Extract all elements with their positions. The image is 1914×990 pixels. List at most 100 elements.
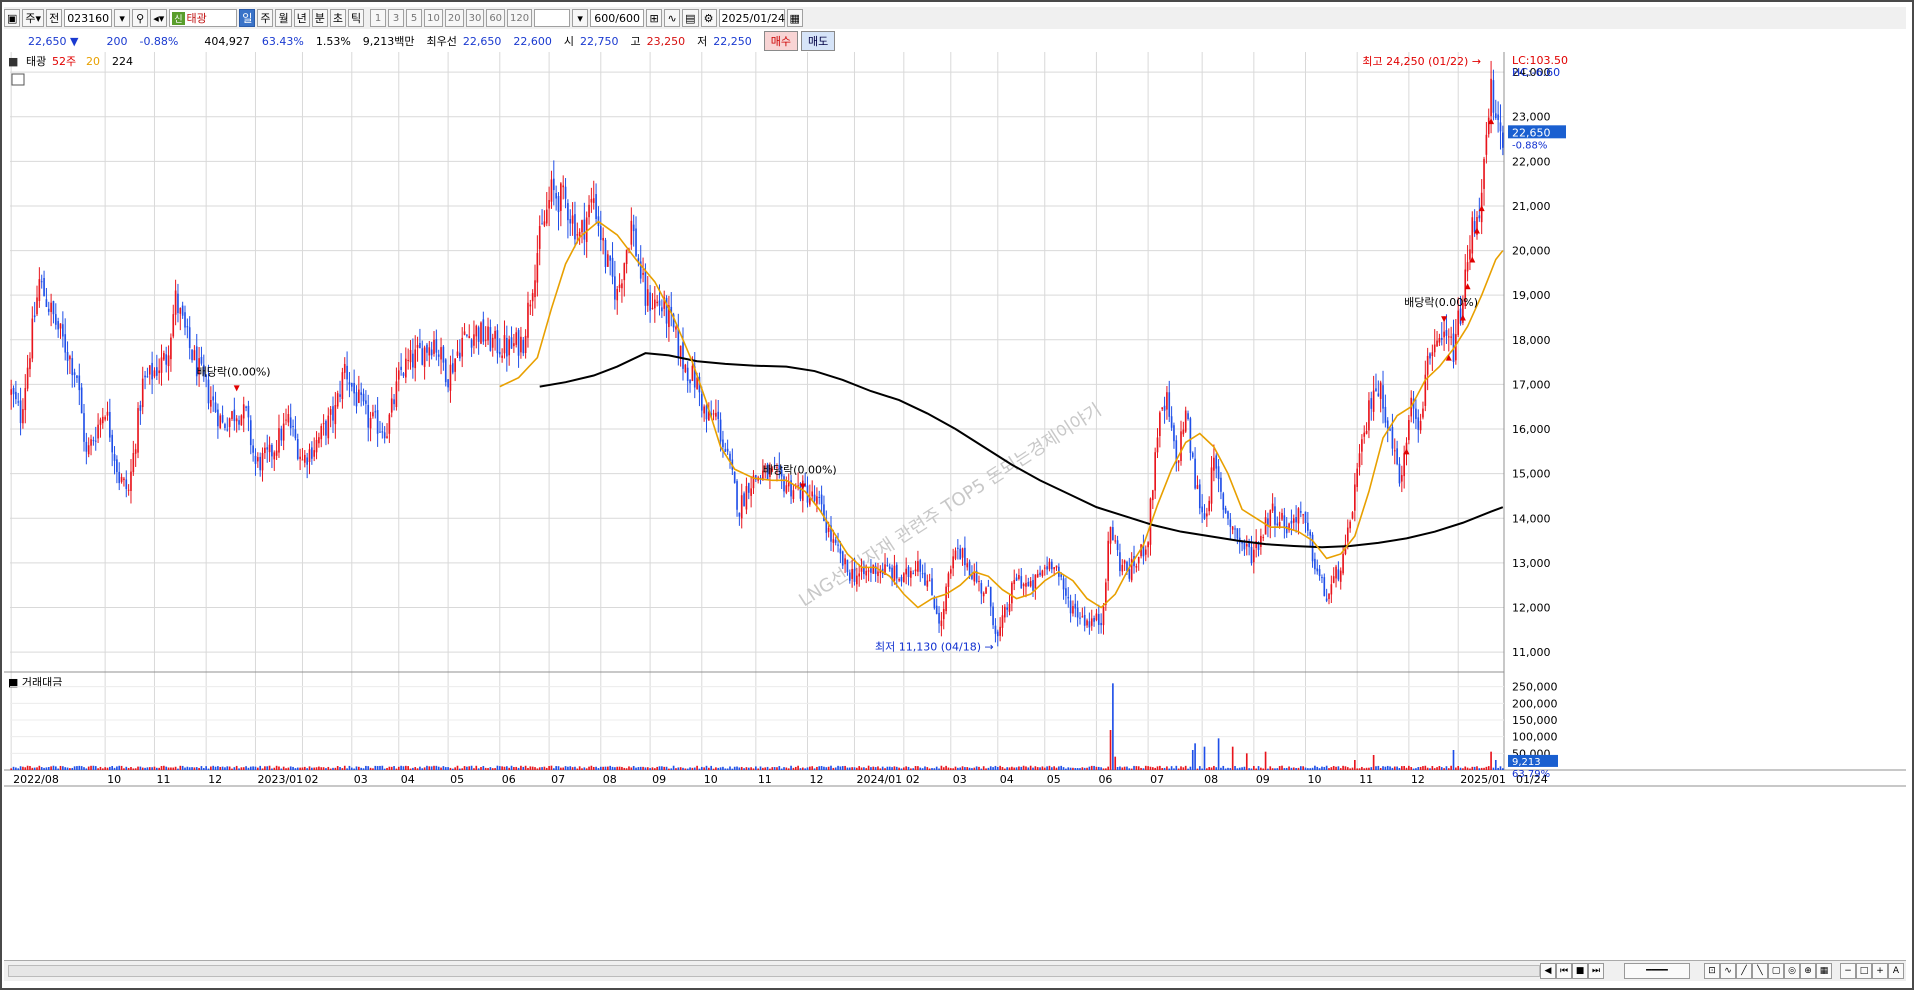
save-icon[interactable]: ▤ (682, 9, 699, 27)
tool-h-icon[interactable]: ▦ (1816, 963, 1832, 979)
candle-body (968, 561, 971, 577)
buy-button[interactable]: 매수 (763, 31, 799, 51)
candle-body (1060, 574, 1063, 577)
candle-body (496, 330, 499, 354)
stock-code-input[interactable]: 023160 (64, 9, 113, 27)
candle-body (494, 330, 496, 339)
candle-body (1081, 616, 1084, 618)
volume-bar (623, 767, 626, 770)
tool-f-icon[interactable]: ◎ (1784, 963, 1800, 979)
zoom-in-icon[interactable]: + (1872, 963, 1888, 979)
stock-chart[interactable]: 11,000 12,000 13,000 14,000 15,000 16,000 17,0… (4, 52, 1906, 958)
date-input[interactable]: 2025/01/24 (718, 9, 785, 27)
prev-button[interactable]: 전 (46, 9, 63, 27)
market-select[interactable]: 주 ▾ (22, 9, 45, 27)
interval-dropdown-icon[interactable]: ▾ (572, 9, 589, 27)
interval-button-20[interactable]: 20 (444, 9, 464, 27)
layout-icon[interactable]: ▣ (4, 9, 21, 27)
candle-body (1391, 426, 1394, 449)
period-tab-5[interactable]: 초 (329, 9, 346, 27)
interval-input[interactable] (534, 9, 571, 27)
zoom-out-icon[interactable]: − (1840, 963, 1856, 979)
scroll-start-icon[interactable]: ⏮ (1556, 963, 1572, 979)
volume-bar (1436, 767, 1438, 770)
candle-body (1478, 215, 1481, 219)
interval-button-30[interactable]: 30 (465, 9, 485, 27)
scroll-stop-icon[interactable]: ■ (1572, 963, 1588, 979)
tool-b-icon[interactable]: ∿ (1720, 963, 1736, 979)
candle-body (1015, 577, 1018, 581)
volume-bar (1499, 766, 1502, 770)
volume-bar (362, 768, 365, 770)
chart-tool-icon[interactable]: ⊞ (646, 9, 663, 27)
volume-bar (26, 765, 29, 770)
candle-body (127, 489, 130, 491)
interval-button-60[interactable]: 60 (486, 9, 506, 27)
candle-body (1297, 508, 1300, 524)
period-tab-2[interactable]: 월 (275, 9, 292, 27)
candle-body (804, 483, 806, 487)
candle-body (355, 392, 358, 407)
hc-label: HC:-6.60 (1512, 66, 1560, 79)
search-icon[interactable]: ⚲ (132, 9, 149, 27)
period-tab-6[interactable]: 틱 (347, 9, 365, 27)
zoom-slider[interactable]: ━━━━ (1624, 963, 1690, 979)
period-tab-4[interactable]: 분 (311, 9, 328, 27)
volume-bar (820, 766, 823, 770)
period-tab-0[interactable]: 일 (239, 9, 256, 27)
interval-button-120[interactable]: 120 (507, 9, 533, 27)
candle-body (1302, 514, 1304, 516)
volume-bar (823, 766, 825, 770)
candle-body (217, 409, 219, 427)
volume-bar (83, 767, 85, 770)
candle-body (1048, 561, 1051, 570)
candle-body (329, 409, 332, 415)
interval-button-3[interactable]: 3 (388, 9, 405, 27)
speaker-icon[interactable]: ◂▾ (150, 9, 168, 27)
tool-d-icon[interactable]: ╲ (1752, 963, 1768, 979)
sell-button[interactable]: 매도 (801, 31, 836, 51)
text-tool-icon[interactable]: A (1888, 963, 1904, 979)
candle-body (1292, 518, 1295, 523)
candle-body (902, 573, 905, 583)
compare-icon[interactable]: ∿ (664, 9, 681, 27)
interval-button-1[interactable]: 1 (370, 9, 387, 27)
volume-bar (1455, 767, 1457, 770)
y-tick-label: 12,000 (1512, 602, 1551, 615)
best-label: 최우선 (426, 35, 457, 48)
volume-bar (1097, 766, 1100, 770)
stock-name-field[interactable]: 신 태광 (169, 9, 238, 27)
period-tab-3[interactable]: 년 (293, 9, 310, 27)
scroll-end-icon[interactable]: ⏭ (1588, 963, 1604, 979)
x-tick-label: 2025/01 (1460, 773, 1506, 786)
volume-bar (794, 766, 797, 770)
candle-body (73, 372, 76, 375)
tool-c-icon[interactable]: ╱ (1736, 963, 1752, 979)
tool-a-icon[interactable]: ⊡ (1704, 963, 1720, 979)
candle-body (971, 574, 973, 579)
candle-body (724, 449, 727, 452)
calendar-icon[interactable]: ▦ (786, 9, 803, 27)
candle-body (947, 573, 950, 587)
period-tab-1[interactable]: 주 (257, 9, 274, 27)
candle-body (1405, 442, 1408, 452)
scroll-left-icon[interactable]: ◀ (1540, 963, 1556, 979)
volume-bar (104, 767, 106, 770)
volume-bar (1363, 768, 1366, 770)
zoom-reset-icon[interactable]: □ (1856, 963, 1872, 979)
candle-body (106, 411, 109, 416)
candle-body (22, 409, 24, 424)
code-dropdown-icon[interactable]: ▾ (114, 9, 131, 27)
tool-g-icon[interactable]: ⊕ (1800, 963, 1816, 979)
interval-button-5[interactable]: 5 (406, 9, 423, 27)
candle-body (1466, 262, 1469, 272)
volume-bar (329, 768, 332, 770)
volume-bar (1173, 768, 1175, 770)
volume-bar (578, 766, 581, 770)
interval-button-10[interactable]: 10 (424, 9, 443, 27)
tool-e-icon[interactable]: ▢ (1768, 963, 1784, 979)
settings-icon[interactable]: ⚙ (700, 9, 717, 27)
volume-bar (191, 767, 193, 770)
bar-count-field[interactable]: 600/600 (590, 9, 645, 27)
horizontal-scrollbar[interactable] (8, 965, 1540, 977)
